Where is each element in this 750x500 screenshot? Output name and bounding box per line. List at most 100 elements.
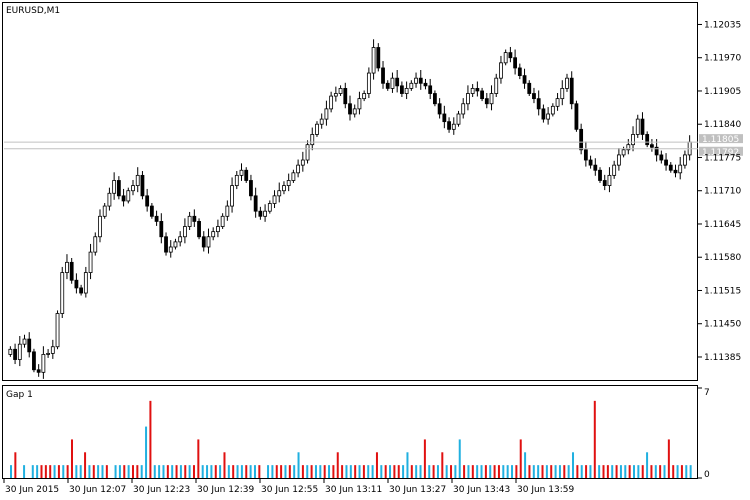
- gap-bar-up: [197, 439, 200, 478]
- candle-body-bull: [546, 113, 551, 120]
- candle-body-bull: [230, 185, 234, 207]
- candle-body-bull: [555, 98, 560, 107]
- gap-bar-down: [158, 465, 161, 478]
- candle-body-bear: [654, 146, 659, 156]
- candle: [32, 348, 36, 373]
- candle: [282, 181, 286, 195]
- gap-bar-down: [75, 465, 78, 478]
- price-tick-label: 1.11775: [704, 153, 741, 163]
- gap-bar-up: [362, 465, 365, 478]
- candle-body-bull: [88, 251, 93, 273]
- candle-body-bull: [451, 123, 456, 130]
- price-lines: 1.11805 1.11792: [4, 134, 743, 158]
- gap-bar-up: [563, 465, 566, 478]
- candle: [225, 200, 230, 221]
- candle-body-bear: [640, 118, 645, 135]
- candle-body-bear: [149, 205, 154, 217]
- candle-body-bull: [612, 164, 617, 176]
- candle: [635, 114, 640, 138]
- gap-bar-down: [458, 439, 461, 478]
- candle-body-bear: [418, 77, 423, 84]
- gap-bar-down: [371, 465, 374, 478]
- candle: [277, 182, 282, 203]
- gap-bar-up: [606, 465, 609, 478]
- candle: [197, 218, 201, 240]
- gap-bar-up: [602, 465, 605, 478]
- candle-body-bear: [541, 108, 546, 120]
- candle: [140, 171, 145, 200]
- price-tick-label: 1.11580: [704, 253, 741, 263]
- gap-bar-down: [654, 465, 657, 478]
- gap-bar-up: [519, 439, 522, 478]
- candle: [583, 141, 588, 167]
- candle-body-bear: [664, 159, 668, 166]
- price-window-title: EURUSD,M1: [6, 6, 60, 16]
- candle-body-bull: [366, 72, 371, 94]
- candle-body-bull: [168, 246, 173, 253]
- gap-bar-up: [280, 465, 283, 478]
- gap-bar-up: [275, 465, 278, 478]
- candle: [376, 43, 381, 72]
- candle-body-bull: [631, 134, 635, 146]
- gap-bar-down: [328, 465, 331, 478]
- gap-bar-up: [423, 439, 426, 478]
- candle-body-bull: [338, 88, 343, 94]
- candle: [631, 126, 635, 152]
- gap-bar-up: [105, 465, 108, 478]
- candle-body-bear: [532, 93, 536, 100]
- candle-body-bear: [598, 169, 602, 181]
- gap-bar-up: [471, 465, 474, 478]
- candle-body-bull: [173, 241, 178, 248]
- gap-bar-down: [127, 465, 130, 478]
- indicator-tick-label: 0: [704, 470, 710, 480]
- candle-body-bull: [550, 105, 555, 115]
- gap-bar-up: [166, 465, 169, 478]
- gap-bar-down: [406, 452, 409, 478]
- candle-body-bear: [79, 287, 84, 294]
- gap-bar-down: [297, 452, 300, 478]
- time-axis: 30 Jun 2015 30 Jun 12:07 30 Jun 12:23 30 Ju…: [3, 479, 574, 495]
- candle-body-bear: [574, 103, 579, 130]
- candle: [164, 232, 168, 256]
- candle: [371, 39, 376, 80]
- gap-bar-up: [528, 465, 531, 478]
- gap-bar-down: [589, 465, 592, 478]
- candle-body-bear: [159, 221, 164, 238]
- candle-body-bull: [83, 272, 88, 294]
- candle: [348, 95, 352, 121]
- gap-bar-down: [489, 465, 492, 478]
- gap-bar-up: [341, 465, 344, 478]
- candle: [55, 310, 60, 350]
- candle-body-bull: [286, 180, 291, 187]
- gap-bar-up: [310, 465, 313, 478]
- candle: [319, 113, 324, 129]
- candle: [324, 100, 329, 126]
- candle-body-bear: [673, 169, 678, 174]
- candle-body-bear: [602, 180, 607, 187]
- candle: [366, 67, 371, 99]
- candle: [428, 78, 433, 100]
- candle: [513, 49, 518, 75]
- candle: [362, 90, 367, 102]
- candle-body-bull: [300, 159, 305, 166]
- candle: [447, 117, 451, 133]
- candle: [640, 112, 645, 140]
- gap-bar-up: [628, 465, 631, 478]
- gap-bar-down: [31, 465, 34, 478]
- candle: [338, 85, 343, 96]
- gap-bar-up: [301, 465, 304, 478]
- gap-bar-down: [402, 465, 405, 478]
- time-tick-label: 30 Jun 13:11: [325, 485, 382, 495]
- candle-body-bear: [385, 82, 390, 89]
- candle-body-bull: [404, 88, 409, 94]
- candle-body-bull: [371, 47, 376, 74]
- gap-bar-down: [36, 465, 39, 478]
- candle: [541, 104, 546, 123]
- candle-body-bear: [32, 351, 36, 371]
- candle-body-bear: [536, 98, 541, 110]
- gap-bar-down: [162, 465, 165, 478]
- candle-body-bull: [409, 82, 414, 89]
- candle: [329, 91, 334, 113]
- candle-body-bull: [315, 123, 319, 135]
- candle-body-bear: [36, 369, 41, 373]
